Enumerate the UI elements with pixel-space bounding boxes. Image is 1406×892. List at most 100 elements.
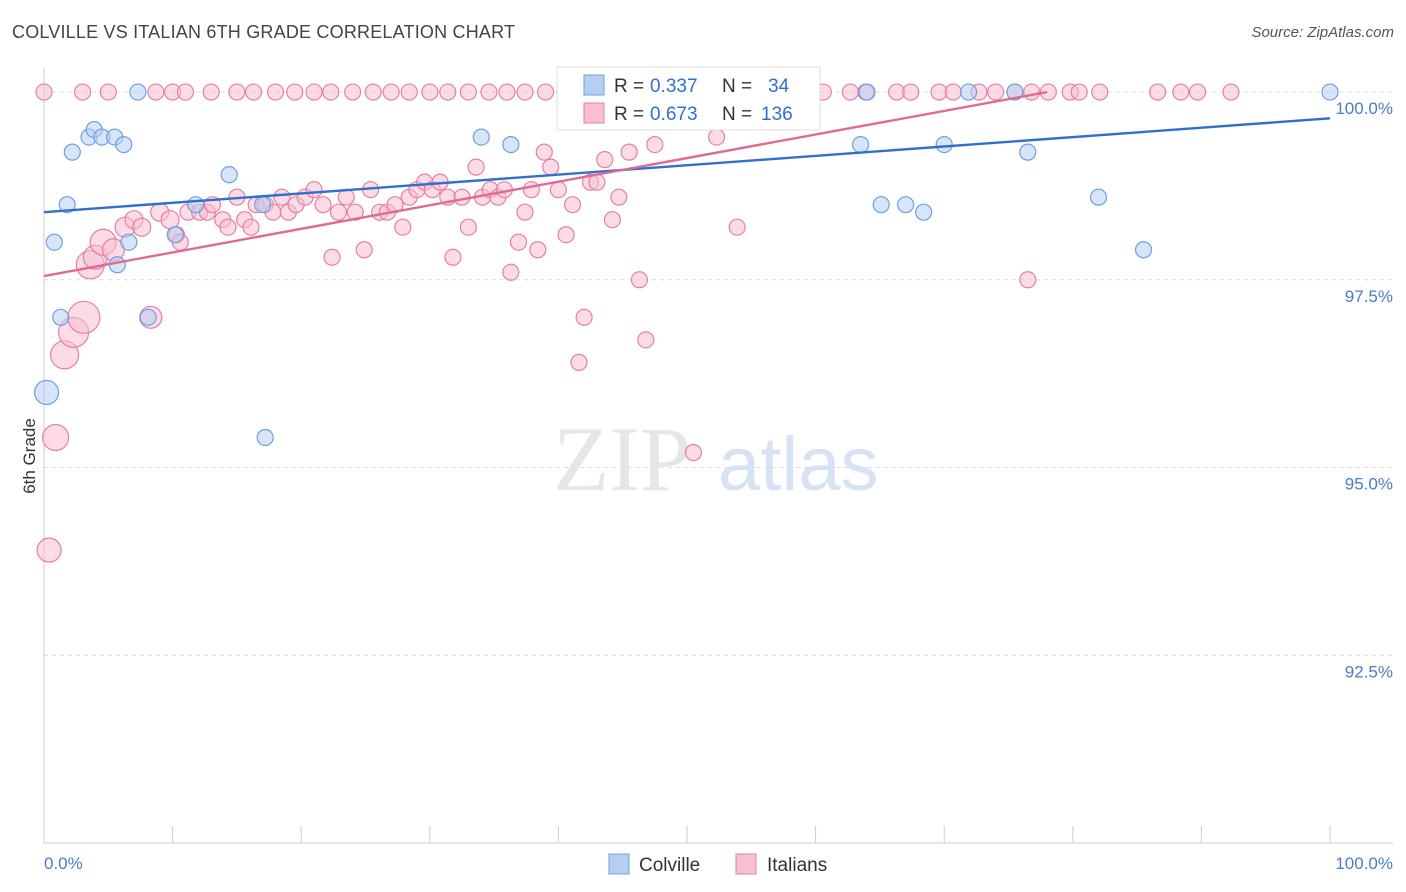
italians-point: [630, 271, 649, 289]
italians-point: [459, 218, 477, 236]
colville-point: [915, 203, 933, 221]
grid-lines: [44, 91, 1393, 656]
italians-trend-line: [43, 90, 1048, 278]
italians-point: [421, 83, 439, 101]
italians-point: [516, 83, 534, 101]
italians-point: [219, 218, 237, 236]
italians-point: [1070, 83, 1088, 101]
series-legend: Colville Italians: [608, 853, 827, 876]
colville-point: [129, 83, 147, 101]
y-tick-label: 92.5%: [1345, 662, 1393, 681]
italians-point: [536, 83, 555, 101]
colville-point: [63, 143, 81, 161]
italians-point: [646, 136, 664, 154]
legend-r-label: R =: [614, 104, 644, 125]
colville-point: [220, 166, 238, 184]
colville-point: [166, 226, 184, 244]
italians-point: [728, 218, 746, 236]
trend-lines: [43, 90, 1331, 278]
colville-point: [254, 196, 272, 214]
italians-point: [444, 248, 462, 266]
watermark: ZIP atlas: [553, 408, 879, 510]
legend-n-label: N =: [722, 104, 752, 125]
colville-point: [1134, 241, 1153, 259]
italians-point: [132, 217, 152, 237]
italians-point: [1023, 83, 1041, 101]
x-tick-label: 100.0%: [1335, 854, 1393, 873]
italians-point: [459, 83, 477, 101]
italians-point: [1222, 83, 1240, 101]
italians-point: [480, 83, 498, 101]
italians-point: [1019, 271, 1037, 289]
italians-point: [684, 443, 703, 462]
colville-point: [858, 83, 876, 101]
italians-point: [509, 233, 528, 251]
colville-point: [502, 136, 520, 154]
legend-r-label: R =: [614, 76, 644, 97]
y-tick-label: 100.0%: [1335, 99, 1393, 118]
colville-point: [472, 128, 490, 146]
italians-point: [322, 83, 340, 101]
italians-point: [603, 211, 622, 229]
italians-point: [329, 203, 348, 221]
colville-point: [852, 136, 870, 154]
italians-point: [286, 83, 304, 101]
colville-point: [115, 136, 133, 154]
italians-point: [266, 83, 285, 101]
italians-point: [36, 537, 62, 563]
italians-point: [305, 181, 323, 199]
italians-point: [176, 83, 195, 101]
watermark-atlas: atlas: [718, 422, 879, 507]
legend-swatch-colville: [583, 74, 605, 96]
colville-point: [120, 233, 138, 251]
colville-point: [139, 308, 157, 326]
legend-n-value: 34: [768, 76, 790, 97]
italians-point: [1172, 83, 1190, 101]
colville-point: [58, 196, 76, 214]
colville-point: [256, 428, 274, 447]
legend-label-italians: Italians: [767, 855, 827, 876]
italians-point: [305, 83, 323, 101]
italians-point: [498, 83, 516, 101]
stats-legend: R = 0.337 N = 34 R = 0.673 N = 136: [556, 66, 821, 131]
x-tick-label: 0.0%: [44, 854, 83, 873]
italians-point: [400, 83, 418, 101]
italians-point: [1091, 83, 1109, 101]
colville-point: [897, 196, 915, 214]
colville-point: [187, 196, 205, 214]
italians-point: [1188, 83, 1207, 101]
italians-point: [516, 203, 534, 221]
italians-point: [202, 83, 220, 101]
italians-point: [535, 143, 553, 161]
italians-point: [314, 196, 332, 214]
legend-swatch-colville: [608, 853, 630, 875]
x-tick-labels: 0.0% 100.0%: [44, 854, 1393, 873]
italians-point: [160, 210, 180, 230]
italians-point: [147, 83, 165, 101]
italians-point: [502, 263, 520, 281]
italians-point: [344, 83, 362, 101]
colville-point: [960, 83, 978, 101]
italians-point: [987, 83, 1005, 101]
italians-point: [99, 83, 117, 101]
colville-point: [45, 233, 63, 251]
italians-point: [242, 218, 260, 236]
italians-point: [557, 226, 575, 244]
colville-point: [52, 308, 70, 326]
italians-point: [364, 83, 382, 101]
italians-point: [228, 83, 246, 101]
italians-point: [610, 188, 628, 206]
italians-point: [529, 241, 547, 259]
axes: [43, 68, 1393, 844]
italians-point: [563, 196, 582, 214]
colville-point: [1089, 188, 1108, 206]
italians-point: [637, 331, 655, 349]
italians-point: [570, 353, 588, 371]
italians-point: [575, 308, 593, 326]
italians-point: [323, 248, 341, 266]
italians-point: [944, 83, 962, 101]
source-label: Source: ZipAtlas.com: [1251, 24, 1394, 41]
italians-point: [707, 128, 726, 146]
italians-point: [596, 151, 614, 169]
italians-point: [620, 143, 638, 161]
